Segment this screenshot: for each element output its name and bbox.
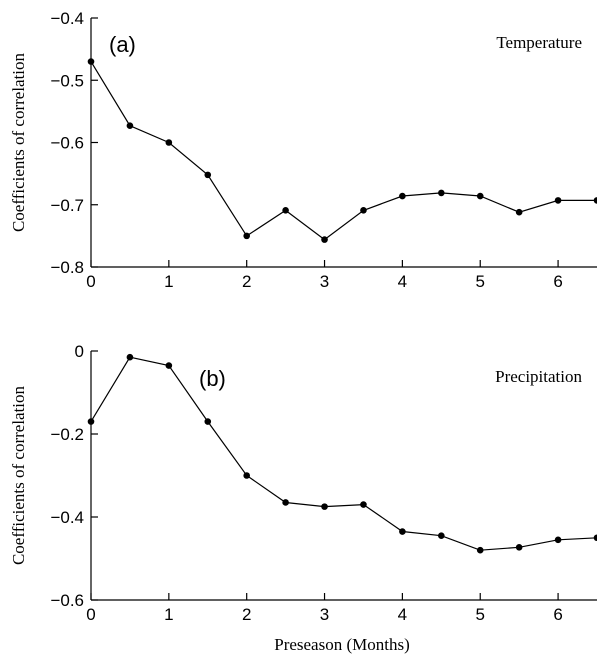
panel-a-series-line bbox=[90, 61, 597, 241]
panel-b-data-point bbox=[476, 546, 484, 554]
panel-a-series-label: Temperature bbox=[496, 33, 582, 52]
panel-b-data-point bbox=[515, 543, 523, 551]
panel-b-data-point bbox=[243, 472, 250, 479]
panel-a-data-point bbox=[243, 232, 250, 240]
panel-b-data-point bbox=[360, 501, 367, 508]
panel-b-y-tick-label: 0 bbox=[75, 342, 84, 361]
panel-b-label: (b) bbox=[199, 366, 226, 391]
panel-b-x-tick-label: 1 bbox=[164, 605, 173, 624]
panel-b-x-tick-label: 3 bbox=[320, 605, 329, 624]
panel-a-x-tick-label: 5 bbox=[475, 272, 484, 291]
panel-a-group: −0.8 −0.7 −0.6 −0.5 −0.4 0 1 2 3 4 5 6 (a) Temperatur… bbox=[9, 9, 597, 291]
panel-b-x-tick-label: 6 bbox=[553, 605, 562, 624]
panel-a-label: (a) bbox=[109, 32, 136, 57]
panel-a-data-point bbox=[360, 207, 367, 214]
panel-a-y-tick-label: −0.6 bbox=[50, 134, 84, 153]
panel-a-y-axis-label: Coefficients of correlation bbox=[9, 52, 28, 232]
panel-b-data-point bbox=[438, 532, 445, 539]
panel-b-y-tick-label: −0.2 bbox=[50, 425, 84, 444]
panel-b-data-point bbox=[554, 536, 562, 544]
panel-b-y-axis-label: Coefficients of correlation bbox=[9, 385, 28, 565]
panel-a-y-tick-label: −0.5 bbox=[50, 71, 84, 90]
panel-b-data-point bbox=[282, 499, 289, 506]
panel-a-data-point bbox=[593, 197, 597, 204]
panel-a-x-tick-label: 6 bbox=[553, 272, 562, 291]
panel-b-y-tick-label: −0.4 bbox=[50, 508, 84, 527]
panel-a-data-point bbox=[554, 197, 562, 204]
panel-b-data-point bbox=[399, 528, 406, 535]
panel-b-series-line bbox=[90, 356, 597, 551]
panel-b-x-tick-label: 0 bbox=[86, 605, 95, 624]
panel-b-data-point bbox=[165, 362, 173, 369]
panel-b-x-tick-label: 2 bbox=[242, 605, 251, 624]
panel-a-y-tick-label: −0.7 bbox=[50, 196, 84, 215]
panel-a-data-point bbox=[165, 139, 173, 146]
panel-b-data-point bbox=[321, 503, 328, 510]
panel-b-data-point bbox=[204, 418, 212, 425]
panel-a-x-tick-label: 2 bbox=[242, 272, 251, 291]
panel-a-data-point bbox=[87, 58, 95, 65]
panel-a-data-point bbox=[399, 192, 406, 200]
panel-b-series-label: Precipitation bbox=[495, 367, 582, 386]
panel-a-data-point bbox=[515, 208, 523, 216]
panel-a-data-point bbox=[438, 189, 445, 197]
panel-b-group: −0.6 −0.4 −0.2 0 0 1 2 3 4 5 6 (b) Precipitation Coef… bbox=[9, 342, 597, 654]
panel-b-x-axis-label: Preseason (Months) bbox=[274, 635, 410, 654]
panel-a-data-point bbox=[126, 122, 134, 129]
panel-a-data-point bbox=[321, 236, 328, 243]
panel-a-x-tick-label: 3 bbox=[320, 272, 329, 291]
panel-a-x-tick-label: 0 bbox=[86, 272, 95, 291]
panel-a-data-point bbox=[476, 192, 484, 200]
panel-b-data-point bbox=[87, 418, 95, 425]
panel-b-x-tick-label: 4 bbox=[398, 605, 407, 624]
panel-b-y-tick-label: −0.6 bbox=[50, 591, 84, 610]
panel-b-data-point bbox=[593, 534, 597, 542]
panel-a-x-tick-label: 1 bbox=[164, 272, 173, 291]
panel-a-data-point bbox=[282, 207, 289, 214]
panel-a-y-tick-label: −0.8 bbox=[50, 258, 84, 277]
panel-a-x-tick-label: 4 bbox=[398, 272, 407, 291]
panel-a-data-point bbox=[204, 171, 212, 179]
panel-b-x-tick-label: 5 bbox=[475, 605, 484, 624]
panel-a-y-tick-label: −0.4 bbox=[50, 9, 84, 28]
panel-b-data-point bbox=[126, 353, 134, 361]
